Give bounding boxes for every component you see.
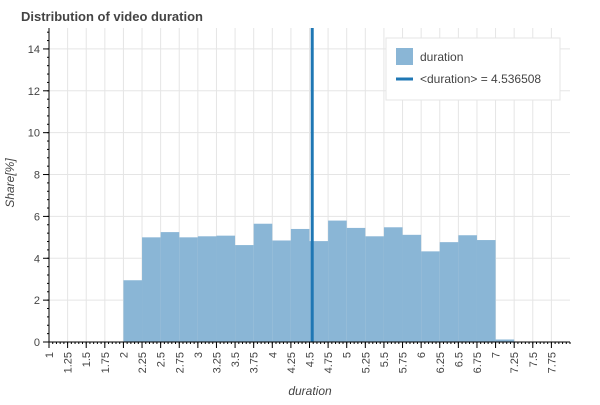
y-tick-label: 2	[34, 295, 40, 307]
x-tick-label: 7.5	[528, 352, 540, 367]
histogram-bar	[476, 240, 496, 342]
chart-title: Distribution of video duration	[21, 9, 203, 24]
y-tick-label: 12	[28, 86, 40, 98]
y-tick-label: 4	[34, 253, 40, 265]
y-tick-label: 6	[34, 211, 40, 223]
legend-swatch-duration	[396, 48, 413, 65]
histogram-bar	[495, 339, 515, 342]
histogram-bar	[328, 220, 347, 342]
x-tick-label: 6.75	[472, 352, 484, 373]
x-tick-label: 3	[193, 352, 205, 358]
legend-label-duration: duration	[420, 50, 463, 64]
histogram-bars	[123, 220, 515, 342]
histogram-bar	[290, 228, 310, 342]
x-tick-label: 1.5	[81, 352, 93, 367]
x-tick-label: 3.25	[211, 352, 223, 373]
histogram-bar	[197, 236, 217, 342]
x-tick-label: 4.75	[323, 352, 335, 373]
x-tick-label: 2.75	[174, 352, 186, 373]
histogram-bar	[123, 280, 143, 342]
y-tick-label: 8	[34, 170, 40, 182]
histogram-bar	[383, 227, 403, 342]
y-tick-label: 14	[28, 44, 40, 56]
x-tick-label: 4	[267, 352, 279, 358]
legend-box	[385, 37, 561, 101]
x-tick-label: 5.5	[379, 352, 391, 367]
y-tick-label: 10	[28, 128, 40, 140]
x-tick-label: 1.75	[100, 352, 112, 373]
x-tick-label: 6.25	[435, 352, 447, 373]
x-tick-label: 1.25	[63, 352, 75, 373]
x-tick-label: 2.5	[156, 352, 168, 367]
x-tick-label: 7	[491, 352, 503, 358]
histogram-bar	[179, 237, 198, 342]
histogram-bar	[142, 237, 161, 342]
histogram-bar	[235, 245, 254, 342]
histogram-bar	[272, 240, 291, 342]
x-axis-label: duration	[288, 384, 332, 398]
x-tick-label: 3.5	[230, 352, 242, 367]
histogram-bar	[365, 236, 384, 342]
x-tick-label: 7.75	[546, 352, 558, 373]
x-tick-label: 5.25	[360, 352, 372, 373]
histogram-bar	[439, 242, 459, 342]
histogram-bar	[253, 223, 273, 342]
x-tick-label: 1	[44, 352, 56, 358]
histogram-bar	[309, 241, 329, 342]
x-tick-label: 5.75	[398, 352, 410, 373]
x-tick-label: 2	[118, 352, 130, 358]
histogram-bar	[160, 232, 180, 342]
legend-label-mean: <duration> = 4.536508	[420, 72, 541, 86]
x-tick-label: 6.5	[453, 352, 465, 367]
y-axis-label: Share[%]	[3, 158, 17, 208]
y-tick-label: 0	[34, 337, 40, 349]
x-tick-label: 6	[416, 352, 428, 358]
legend: duration <duration> = 4.536508	[385, 37, 561, 101]
histogram-bar	[346, 227, 366, 342]
x-tick-label: 3.75	[249, 352, 261, 373]
x-tick-label: 4.25	[286, 352, 298, 373]
histogram-bar	[402, 234, 422, 342]
axes: 1 1.25 1.5 1.75 2 2.25 2.5 2.75 3 3.25 3.5 3.75 4 4.2…	[28, 28, 571, 373]
histogram-bar	[458, 235, 477, 342]
x-tick-label: 2.25	[137, 352, 149, 373]
histogram-bar	[421, 251, 440, 342]
x-tick-label: 4.5	[305, 352, 317, 367]
histogram-bar	[216, 235, 236, 342]
x-tick-label: 5	[342, 352, 354, 358]
x-tick-label: 7.25	[509, 352, 521, 373]
